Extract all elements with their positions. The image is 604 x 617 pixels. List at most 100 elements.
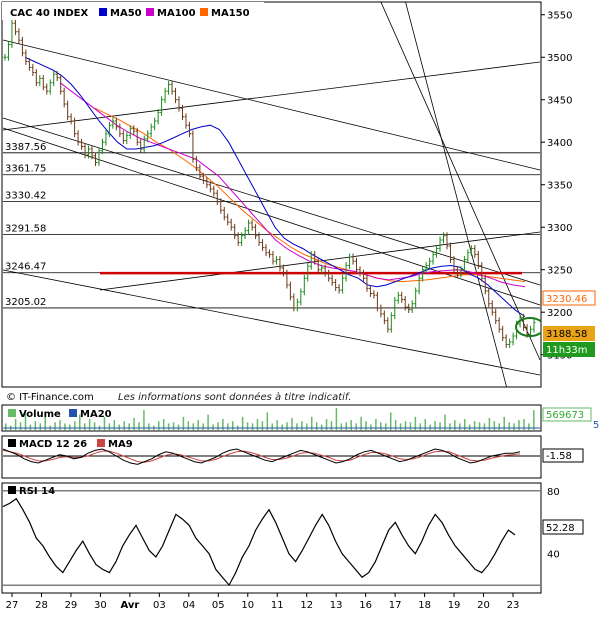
volume-bar bbox=[468, 424, 471, 430]
ma50-line bbox=[24, 56, 526, 317]
y-tick-label: 3550 bbox=[547, 11, 572, 22]
volume-bar bbox=[488, 417, 491, 430]
volume-bar bbox=[271, 423, 273, 430]
volume-bar bbox=[14, 419, 17, 430]
volume-tail-label: 5 bbox=[593, 420, 599, 431]
volume-bar bbox=[202, 423, 204, 430]
x-tick-label: 28 bbox=[35, 600, 48, 611]
volume-bar bbox=[325, 419, 328, 430]
x-tick-label: 23 bbox=[507, 600, 520, 611]
volume-bar bbox=[350, 420, 352, 430]
x-axis: 27 28 29 30 Avr 03 04 05 10 11 12 13 16 17 18 19 20 23 bbox=[6, 593, 520, 611]
volume-bar bbox=[148, 423, 150, 430]
rsi-panel-frame bbox=[1, 482, 542, 594]
level-label: 3387.56 bbox=[5, 142, 46, 153]
legend-swatch bbox=[8, 486, 16, 494]
volume-bar bbox=[306, 423, 308, 430]
trend-line bbox=[380, 2, 541, 361]
volume-bar bbox=[424, 419, 426, 430]
level-label: 3291.58 bbox=[5, 223, 46, 234]
main-panel-frame bbox=[1, 1, 542, 388]
price-bars bbox=[3, 19, 536, 348]
y-tick-label: 3500 bbox=[547, 53, 572, 64]
volume-bar bbox=[256, 419, 259, 430]
volume-bar bbox=[64, 423, 66, 430]
x-tick-label: 19 bbox=[448, 600, 461, 611]
time-box bbox=[543, 342, 595, 357]
volume-bar bbox=[375, 419, 377, 430]
x-tick-label: 27 bbox=[6, 600, 19, 611]
volume-bar bbox=[513, 423, 515, 430]
volume-bar bbox=[473, 421, 476, 430]
x-tick-label: 13 bbox=[330, 600, 343, 611]
volume-bar bbox=[498, 423, 501, 430]
volume-bar bbox=[197, 420, 199, 430]
rsi-tick-label: 80 bbox=[547, 487, 560, 498]
x-tick-label: 16 bbox=[359, 600, 372, 611]
trend-line bbox=[405, 2, 508, 387]
y-tick-label: 3400 bbox=[547, 138, 572, 149]
level-label: 3361.75 bbox=[5, 164, 46, 175]
macd-value-box bbox=[542, 448, 584, 463]
volume-bar bbox=[518, 420, 520, 430]
volume-bar bbox=[39, 423, 42, 430]
volume-bar bbox=[463, 419, 466, 430]
volume-bar bbox=[212, 424, 214, 430]
y-tick-label: 3450 bbox=[547, 96, 572, 107]
volume-bar bbox=[5, 423, 7, 430]
volume-bar bbox=[296, 423, 298, 430]
volume-bar bbox=[34, 421, 37, 430]
footer-backdrop bbox=[3, 389, 363, 403]
volume-bar bbox=[523, 419, 525, 430]
volume-bar bbox=[167, 423, 170, 430]
volume-bar bbox=[88, 419, 91, 430]
volume-bar bbox=[459, 423, 461, 430]
rsi-value-label: 52.28 bbox=[546, 523, 575, 534]
legend-entry: MA9 bbox=[108, 439, 133, 450]
volume-bar bbox=[365, 421, 367, 430]
volume-bar bbox=[227, 423, 229, 430]
legend-swatch bbox=[99, 8, 107, 16]
legend-swatch bbox=[8, 439, 16, 447]
volume-bar bbox=[207, 414, 209, 430]
macd-legend: MACD 12 26 MA9 bbox=[8, 439, 133, 450]
volume-bar bbox=[345, 422, 348, 430]
x-tick-label: 11 bbox=[271, 600, 284, 611]
volume-bar bbox=[439, 422, 441, 430]
volume-bar bbox=[93, 422, 96, 430]
volume-bar bbox=[310, 416, 313, 430]
legend-swatch bbox=[200, 8, 208, 16]
x-tick-label: 03 bbox=[153, 600, 166, 611]
macd-line bbox=[2, 448, 521, 465]
x-tick-label: 17 bbox=[389, 600, 402, 611]
volume-bar bbox=[143, 410, 145, 430]
legend-entry: RSI 14 bbox=[19, 486, 55, 497]
rsi-value-box bbox=[542, 519, 584, 535]
volume-bar bbox=[172, 422, 175, 430]
volume-bar bbox=[74, 421, 76, 430]
last-ma-label: 3230.46 bbox=[546, 294, 587, 305]
volume-bar bbox=[389, 412, 392, 430]
volume-legend: Volume MA20 bbox=[8, 409, 112, 420]
volume-bar bbox=[429, 424, 431, 430]
volume-bar bbox=[414, 416, 417, 430]
main-legend: MA50 MA100 MA150 bbox=[99, 8, 250, 19]
volume-bar bbox=[83, 423, 86, 430]
volume-bar bbox=[320, 424, 323, 430]
volume-bar bbox=[508, 422, 510, 430]
volume-bar bbox=[291, 417, 293, 430]
x-tick-label: 10 bbox=[241, 600, 254, 611]
volume-bar bbox=[246, 422, 249, 430]
volume-bar bbox=[113, 420, 116, 430]
x-tick-label: 04 bbox=[182, 600, 195, 611]
volume-bar bbox=[301, 421, 303, 430]
last-ma-box bbox=[542, 290, 596, 306]
volume-bar bbox=[157, 421, 160, 430]
copyright-text: © IT-Finance.com bbox=[6, 392, 94, 403]
volume-bar bbox=[162, 419, 165, 430]
macd-value-label: -1.58 bbox=[546, 451, 572, 462]
rsi-tick-label: 40 bbox=[547, 550, 560, 561]
volume-bar bbox=[24, 412, 27, 430]
legend-entry: MA50 bbox=[110, 8, 142, 19]
